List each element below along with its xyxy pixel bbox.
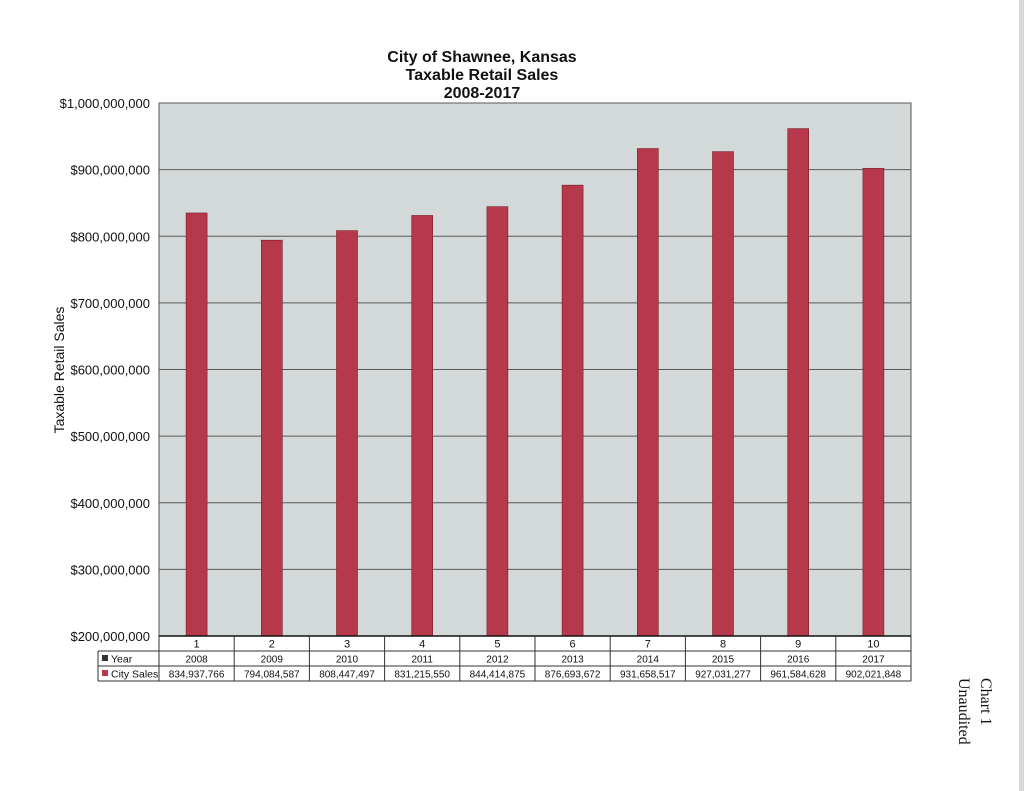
bar	[411, 215, 434, 637]
bar	[260, 239, 283, 637]
bar	[486, 206, 509, 637]
x-tick-label: 1	[194, 639, 200, 651]
x-tick-label: 10	[867, 639, 879, 651]
table-cell: 902,021,848	[846, 670, 902, 681]
x-tick-label: 8	[720, 639, 726, 651]
table-cell: 2017	[862, 655, 885, 666]
table-cell: 844,414,875	[470, 670, 526, 681]
x-tick-label: 6	[570, 639, 576, 651]
table-cell: 931,658,517	[620, 670, 676, 681]
gridlines	[159, 102, 911, 570]
bar	[862, 167, 885, 637]
table-cell: 2011	[411, 655, 433, 666]
table-cell: 808,447,497	[319, 670, 375, 681]
table-cell: 876,693,672	[545, 670, 601, 681]
bar	[787, 128, 810, 637]
table-cell: 2012	[486, 655, 509, 666]
table-cell: 834,937,766	[169, 670, 225, 681]
table-row-label: Year	[111, 654, 133, 666]
bars	[185, 128, 885, 637]
x-tick-label: 9	[795, 639, 801, 651]
y-tick-label: $300,000,000	[70, 562, 150, 577]
chart-annotation: Chart 1 Unaudited	[950, 678, 1000, 758]
y-tick-label: $700,000,000	[70, 296, 150, 311]
legend-marker	[102, 670, 108, 676]
legend-marker	[102, 655, 108, 661]
chart-title-line: Taxable Retail Sales	[406, 67, 559, 84]
y-tick-label: $400,000,000	[70, 496, 150, 511]
y-tick-label: $1,000,000,000	[60, 96, 150, 111]
bar	[561, 184, 584, 637]
bar	[712, 151, 734, 637]
table-cell: 2009	[261, 655, 284, 666]
table-cell: 927,031,277	[695, 670, 751, 681]
table-cell: 794,084,587	[244, 670, 300, 681]
table-row-label: City Sales	[111, 669, 158, 681]
bar	[336, 230, 358, 637]
x-tick-label: 4	[419, 639, 425, 651]
y-axis-label: Taxable Retail Sales	[51, 307, 67, 434]
annotation-chart-number: Chart 1	[977, 678, 994, 726]
table-cell: 961,584,628	[770, 670, 826, 681]
y-tick-label: $900,000,000	[70, 163, 150, 178]
chart-title-line: City of Shawnee, Kansas	[387, 49, 576, 66]
table-cell: 2013	[561, 655, 584, 666]
table-cell: 2015	[712, 655, 735, 666]
y-axis-tick-labels: $200,000,000 $300,000,000 $400,000,000 $500…	[60, 96, 150, 644]
table-cell: 831,215,550	[394, 670, 450, 681]
x-tick-label: 5	[494, 639, 500, 651]
x-tick-label: 3	[344, 639, 350, 651]
x-tick-label: 7	[645, 639, 651, 651]
y-tick-label: $200,000,000	[70, 629, 150, 644]
y-tick-label: $500,000,000	[70, 429, 150, 444]
chart-title-line: 2008-2017	[444, 85, 521, 102]
x-tick-label: 2	[269, 639, 275, 651]
y-tick-label: $600,000,000	[70, 363, 150, 378]
bar	[636, 148, 659, 637]
y-tick-label: $800,000,000	[70, 229, 150, 244]
table-cell: 2008	[185, 655, 208, 666]
annotation-unaudited: Unaudited	[955, 678, 972, 745]
table-cell: 2014	[637, 655, 660, 666]
table-cell: 2016	[787, 655, 810, 666]
data-table: 1 2 3 4 5 6 7 8 9 10 Year 2008 2009 2010 2011 2012 2013 2…	[97, 635, 912, 682]
table-cell: 2010	[336, 655, 359, 666]
page-edge	[1019, 0, 1024, 791]
bar	[185, 212, 208, 637]
